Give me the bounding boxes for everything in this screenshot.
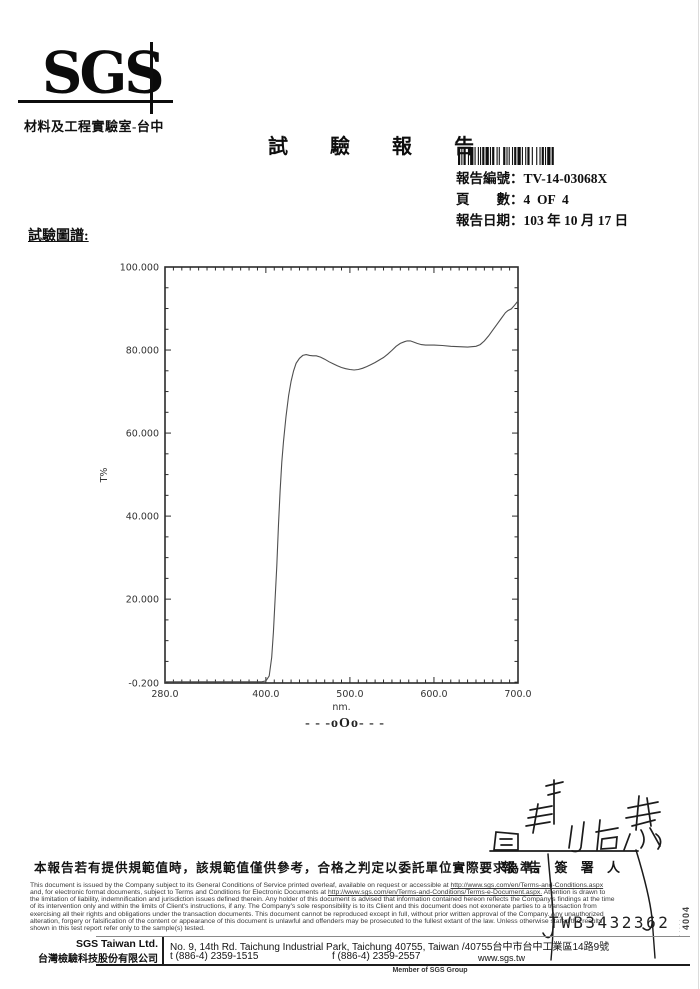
svg-text:40.000: 40.000 — [126, 512, 159, 523]
report-date-row: 報告日期：103 年 10 月 17 日 — [456, 209, 628, 229]
svg-text:700.0: 700.0 — [504, 689, 531, 700]
company-name-en: SGS Taiwan Ltd. — [75, 938, 158, 950]
report-date-value: 103 年 10 月 17 日 — [523, 213, 629, 228]
signature-handwriting — [489, 779, 662, 961]
lab-name: 材料及工程實驗室-台中 — [24, 119, 164, 134]
company-fax: f (886-4) 2359-2557 — [332, 951, 421, 962]
member-of-sgs-group: Member of SGS Group — [392, 967, 468, 974]
side-stamp-marks: ····· — [677, 918, 683, 937]
disclaimer-line: alteration, forgery or falsification of … — [30, 917, 603, 925]
svg-text:60.000: 60.000 — [126, 429, 159, 440]
end-of-report-separator: - - -oOo- - - — [305, 716, 385, 731]
svg-text:400.0: 400.0 — [252, 689, 279, 700]
disclaimer-line: This document is issued by the Company s… — [30, 882, 604, 889]
report-number-label: 報告編號： — [456, 171, 524, 186]
report-number-row: 報告編號：TV-14-03068X — [456, 167, 607, 187]
logo-vertical-rule — [150, 42, 153, 114]
stamp-number: TWB3432362 — [549, 913, 671, 932]
svg-text:100.000: 100.000 — [120, 263, 159, 274]
spec-note: 本報告若有提供規範值時，該規範值僅供參考，合格之判定以委託單位實際要求為準。 — [34, 861, 548, 875]
sgs-logo: SGS — [42, 39, 165, 107]
company-website: www.sgs.tw — [478, 953, 526, 963]
legal-disclaimer: This document is issued by the Company s… — [30, 882, 688, 932]
disclaimer-line: exercising all their rights and obligati… — [30, 910, 604, 918]
company-address: No. 9, 14th Rd. Taichung Industrial Park… — [170, 942, 610, 953]
svg-text:nm.: nm. — [332, 702, 350, 713]
page-count-label: 頁 數： — [456, 192, 524, 207]
page-count-row: 頁 數：4 OF 4 — [456, 188, 569, 208]
logo-horizontal-rule — [18, 100, 173, 103]
barcode — [458, 147, 554, 165]
scan-edge-artifact — [698, 0, 699, 989]
terms-url: http://www.sgs.com/en/Terms-and-Conditio… — [450, 882, 604, 889]
svg-text:500.0: 500.0 — [336, 689, 363, 700]
e-document-url: http://www.sgs.com/en/Terms-and-Conditio… — [327, 889, 543, 897]
footer-main-rule — [96, 964, 690, 966]
report-date-label: 報告日期： — [456, 213, 524, 228]
disclaimer-line: and, for electronic format documents, su… — [30, 889, 606, 897]
company-name-cn: 台灣檢驗科技股份有限公司 — [38, 954, 158, 965]
spectrum-chart-area: 100.000 80.000 60.000 40.000 20.000 -0.200 280… — [80, 255, 550, 720]
svg-text:-0.200: -0.200 — [128, 679, 159, 690]
svg-text:20.000: 20.000 — [126, 595, 159, 606]
footer-divider — [162, 937, 164, 966]
report-signer-label: 報 告 簽 署 人 — [502, 860, 626, 875]
svg-text:280.0: 280.0 — [151, 689, 178, 700]
page-count-value: 4 OF 4 — [523, 192, 569, 207]
disclaimer-line: of its intervention only and within the … — [30, 903, 597, 911]
svg-text:T%: T% — [99, 468, 110, 484]
svg-text:80.000: 80.000 — [126, 346, 159, 357]
disclaimer-line: shown in this test report refer only to … — [30, 924, 205, 932]
report-number-value: TV-14-03068X — [523, 171, 608, 186]
company-phone: t (886-4) 2359-1515 — [170, 951, 259, 962]
page-title: 試 驗 報 告 — [268, 136, 485, 158]
svg-text:600.0: 600.0 — [420, 689, 447, 700]
disclaimer-line: the limitation of liability, indemnifica… — [30, 896, 615, 904]
spectrum-chart: 100.000 80.000 60.000 40.000 20.000 -0.200280… — [99, 263, 532, 714]
chart-section-heading: 試驗圖譜: — [28, 229, 89, 244]
footer-top-rule — [96, 936, 690, 937]
